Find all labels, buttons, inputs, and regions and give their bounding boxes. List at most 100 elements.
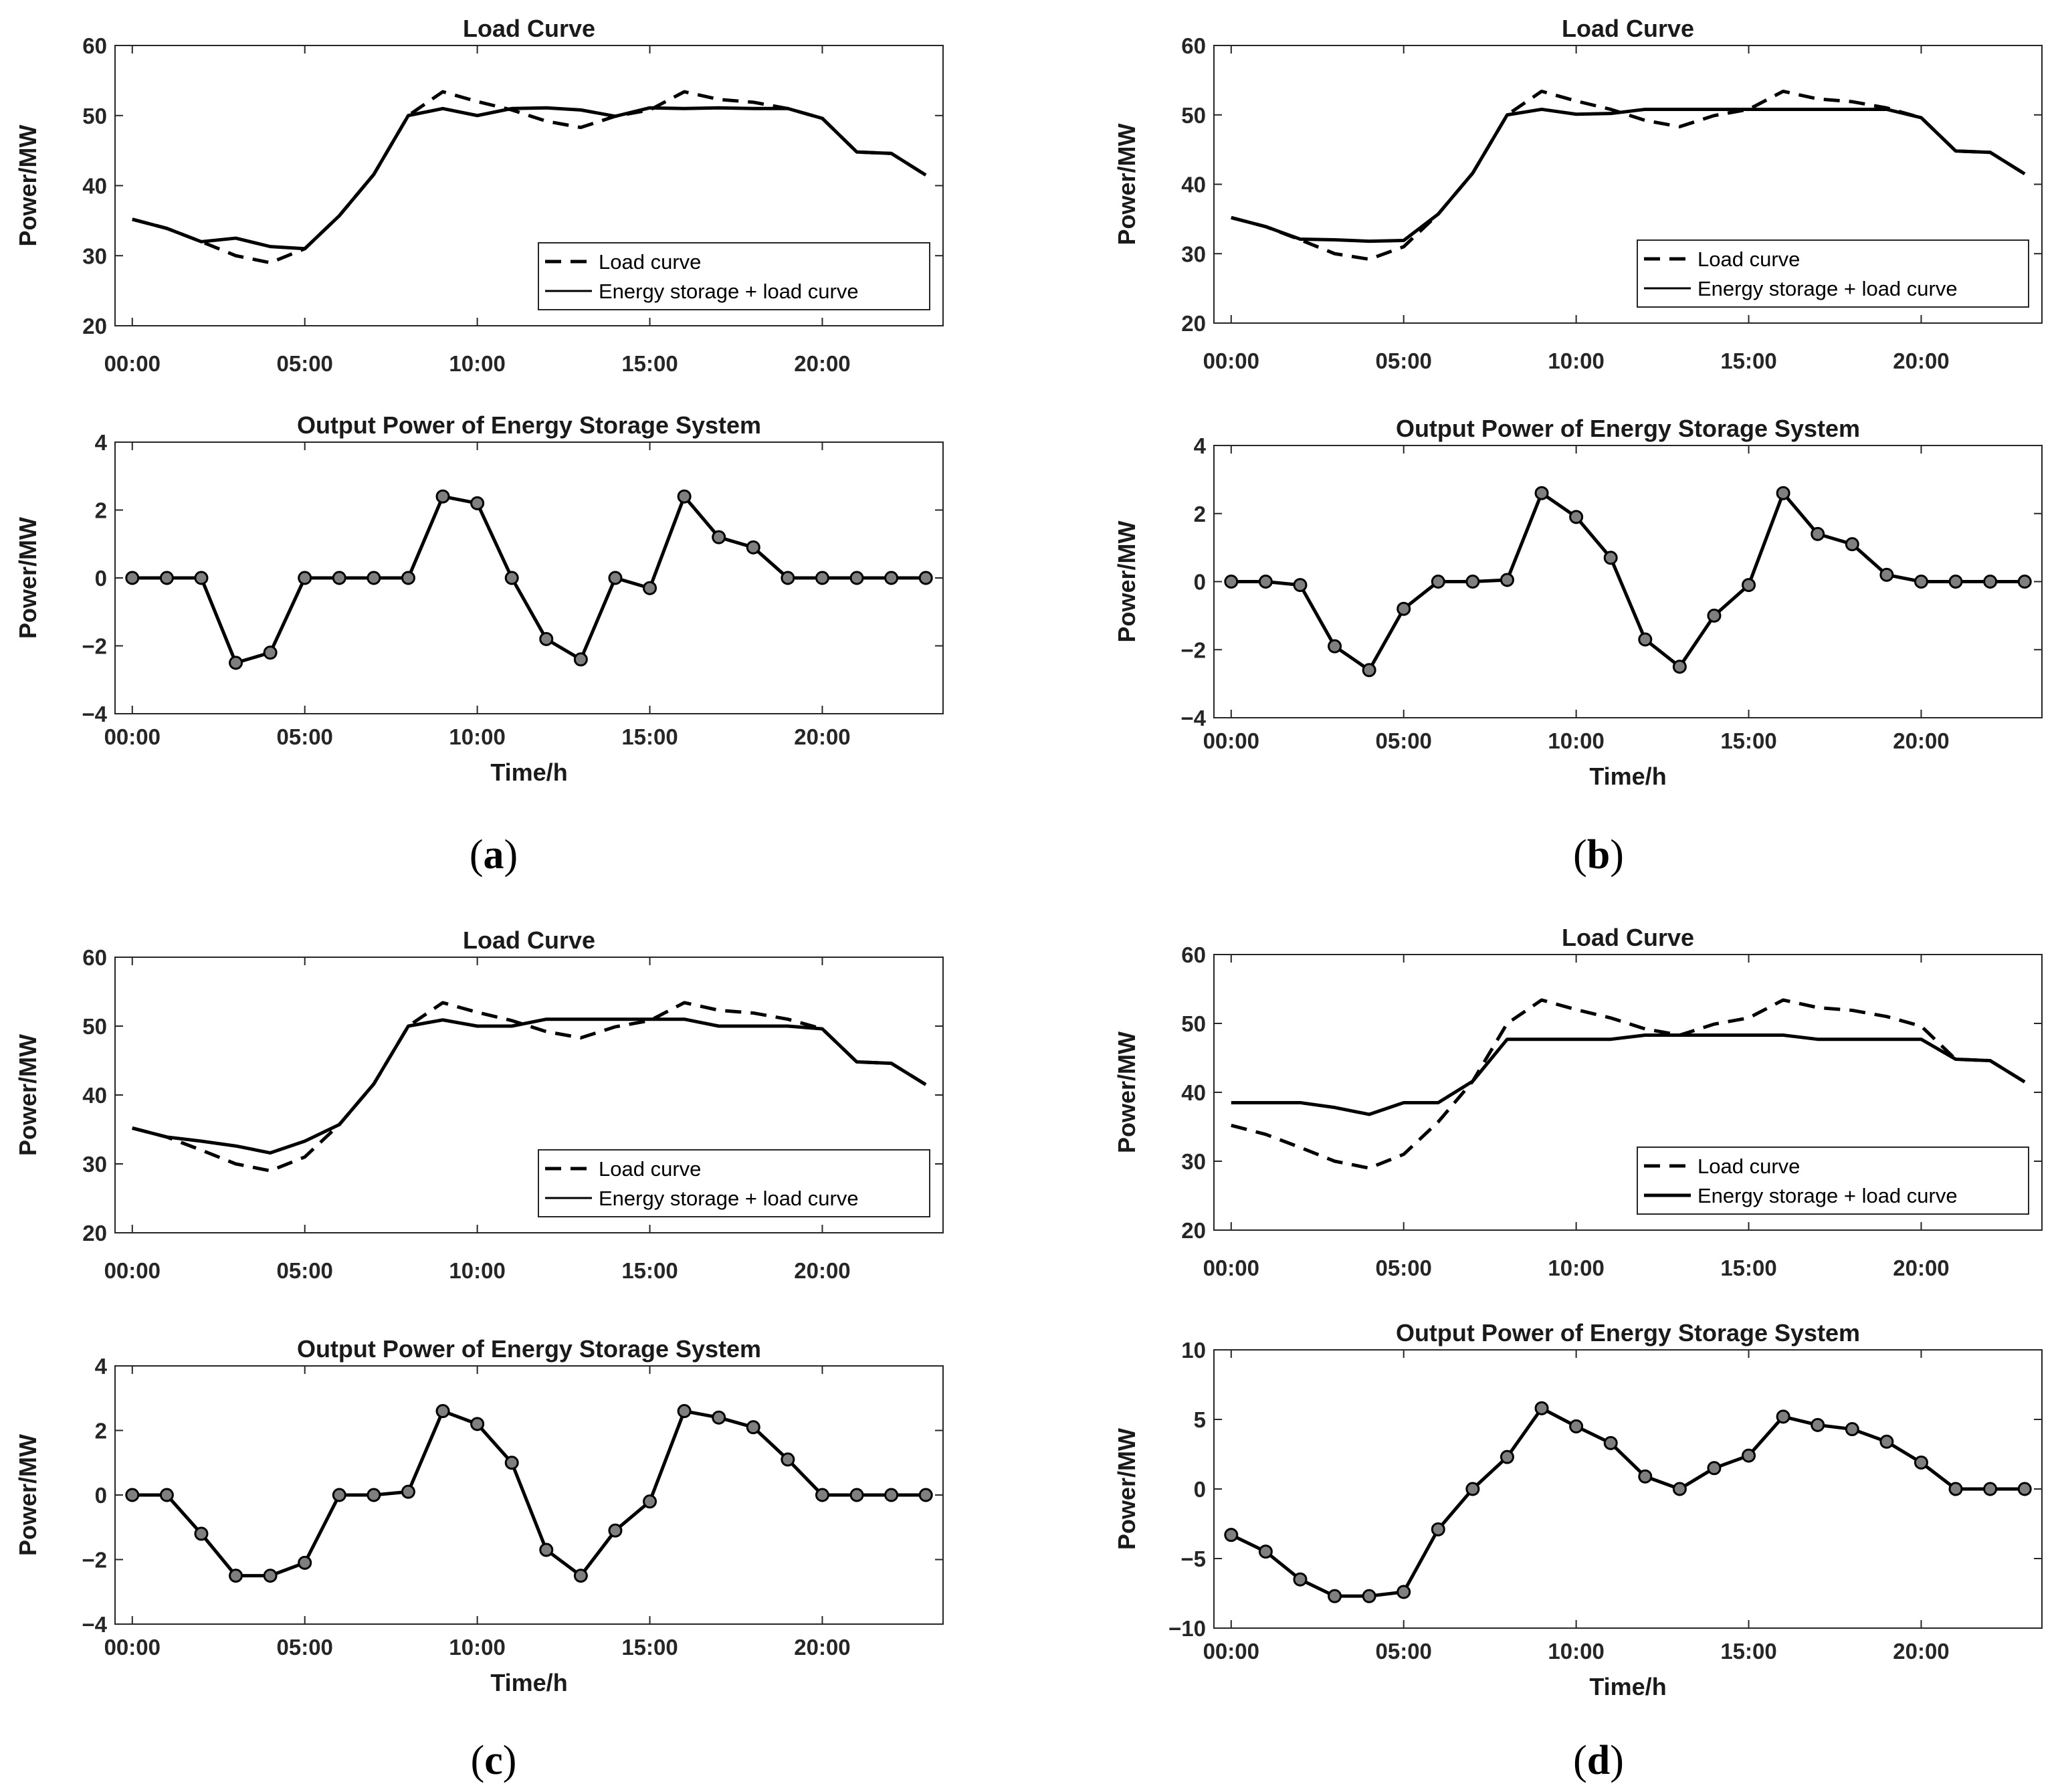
y-tick-label: 0 xyxy=(1194,570,1206,595)
data-point-marker xyxy=(1811,1417,1825,1432)
data-point-marker xyxy=(573,1569,588,1583)
data-point-marker xyxy=(194,571,209,585)
chart-title: Output Power of Energy Storage System xyxy=(1396,415,1860,442)
paren-close: ) xyxy=(504,832,518,878)
y-tick-label: 20 xyxy=(1181,1218,1206,1243)
y-axis-label: Power/MW xyxy=(1113,1428,1140,1550)
x-tick-label: 10:00 xyxy=(1548,728,1604,753)
subplot-a-load-curve: 20 30 40 50 60 00:00 05:00 10:00 15:00 20:00 Load … xyxy=(14,15,944,376)
chart-title: Load Curve xyxy=(1562,15,1694,42)
y-axis-label: Power/MW xyxy=(1113,123,1140,245)
data-point-marker xyxy=(884,571,899,585)
data-point-marker xyxy=(1845,1422,1859,1437)
y-tick-label: 50 xyxy=(82,104,107,128)
data-point-marker xyxy=(1742,1448,1756,1463)
paren-open: ( xyxy=(470,832,484,878)
y-tick-label: 30 xyxy=(82,243,107,268)
data-point-marker xyxy=(504,1456,519,1470)
data-point-marker xyxy=(1742,578,1756,593)
data-point-marker xyxy=(1534,1401,1549,1415)
subplot-c-ess-output: −4 −2 0 2 4 00:00 05:00 10:00 15:00 20:00 Output P… xyxy=(14,1335,944,1696)
data-point-marker xyxy=(298,571,312,585)
panel-letter: b xyxy=(1587,832,1610,878)
data-point-marker xyxy=(401,571,415,585)
panel-letter: d xyxy=(1587,1738,1610,1783)
chart-title: Output Power of Energy Storage System xyxy=(1396,1319,1860,1347)
subplot-d-load-curve: 20 30 40 50 60 00:00 05:00 10:00 15:00 20:00 Load … xyxy=(1113,924,2043,1280)
paren-close: ) xyxy=(1610,1738,1624,1783)
x-tick-label: 00:00 xyxy=(1203,1256,1259,1280)
y-tick-label: 50 xyxy=(1181,103,1206,128)
chart-title: Output Power of Energy Storage System xyxy=(297,411,761,439)
y-tick-label: 30 xyxy=(82,1152,107,1177)
data-point-marker xyxy=(125,571,140,585)
data-point-marker xyxy=(1776,1409,1790,1424)
data-point-marker xyxy=(1397,601,1411,616)
x-tick-label: 10:00 xyxy=(1548,349,1604,373)
x-tick-label: 20:00 xyxy=(1893,728,1949,753)
subplot-c-load-curve: 20 30 40 50 60 00:00 05:00 10:00 15:00 20:00 Load … xyxy=(14,926,944,1283)
y-tick-label: −5 xyxy=(1180,1547,1206,1571)
x-tick-label: 20:00 xyxy=(794,1635,850,1660)
data-point-marker xyxy=(1914,575,1928,589)
x-tick-label: 10:00 xyxy=(1548,1639,1604,1664)
data-point-marker xyxy=(1500,573,1514,587)
data-point-marker xyxy=(781,1452,795,1467)
legend: Load curve Energy storage + load curve xyxy=(1637,239,2029,308)
x-tick-label: 00:00 xyxy=(1203,728,1259,753)
data-point-marker xyxy=(677,1404,692,1419)
data-point-marker xyxy=(746,540,760,555)
legend-label-storage-plus-load: Energy storage + load curve xyxy=(1697,1184,1958,1207)
data-point-marker xyxy=(159,571,174,585)
x-tick-label: 20:00 xyxy=(794,351,850,376)
x-tick-label: 00:00 xyxy=(1203,1639,1259,1664)
data-point-marker xyxy=(332,1488,346,1502)
data-point-marker xyxy=(1811,526,1825,541)
data-point-marker xyxy=(2017,1482,2032,1496)
data-point-marker xyxy=(1672,1482,1687,1496)
x-axis-label: Time/h xyxy=(490,1669,567,1696)
series-line-load-curve xyxy=(132,1001,927,1173)
data-point-marker xyxy=(643,581,657,595)
legend-label-load-curve: Load curve xyxy=(599,250,701,274)
panel-label-c: (c) xyxy=(471,1738,517,1783)
y-tick-label: 60 xyxy=(82,33,107,58)
chart-title: Load Curve xyxy=(463,926,595,954)
y-tick-label: 60 xyxy=(1181,942,1206,967)
data-point-marker xyxy=(1569,510,1584,524)
data-point-marker xyxy=(1534,486,1549,500)
data-point-marker xyxy=(159,1488,174,1502)
data-point-marker xyxy=(1879,1434,1894,1449)
x-tick-label: 15:00 xyxy=(621,351,678,376)
x-tick-label: 15:00 xyxy=(1720,349,1776,373)
data-point-marker xyxy=(1845,537,1859,552)
paren-open: ( xyxy=(1573,832,1587,878)
y-tick-label: 4 xyxy=(1194,433,1207,458)
chart-title: Load Curve xyxy=(463,15,595,42)
subplot-a-ess-output: −4 −2 0 2 4 00:00 05:00 10:00 15:00 20:00 Output P… xyxy=(14,411,944,786)
y-tick-label: 0 xyxy=(1194,1477,1206,1502)
y-tick-label: −4 xyxy=(1180,706,1206,730)
x-tick-label: 15:00 xyxy=(1720,728,1776,753)
data-point-marker xyxy=(1431,575,1445,589)
y-tick-label: 50 xyxy=(82,1014,107,1039)
data-point-marker xyxy=(643,1494,657,1509)
data-point-marker xyxy=(367,1488,381,1502)
y-tick-label: 40 xyxy=(82,174,107,199)
y-tick-label: 5 xyxy=(1194,1407,1206,1432)
chart-title: Output Power of Energy Storage System xyxy=(297,1335,761,1363)
data-point-marker xyxy=(229,656,243,670)
data-point-marker xyxy=(815,1488,829,1502)
axes-box xyxy=(114,1365,944,1625)
data-point-marker xyxy=(1983,575,1998,589)
data-point-marker xyxy=(332,571,346,585)
data-point-marker xyxy=(712,1410,726,1425)
data-point-marker xyxy=(539,1542,554,1557)
data-point-marker xyxy=(781,571,795,585)
data-point-marker xyxy=(1983,1482,1998,1496)
y-tick-label: −2 xyxy=(1180,637,1206,662)
data-point-marker xyxy=(435,489,450,504)
x-tick-label: 20:00 xyxy=(1893,1639,1949,1664)
data-point-marker xyxy=(1362,663,1376,678)
data-point-marker xyxy=(1948,1482,1963,1496)
